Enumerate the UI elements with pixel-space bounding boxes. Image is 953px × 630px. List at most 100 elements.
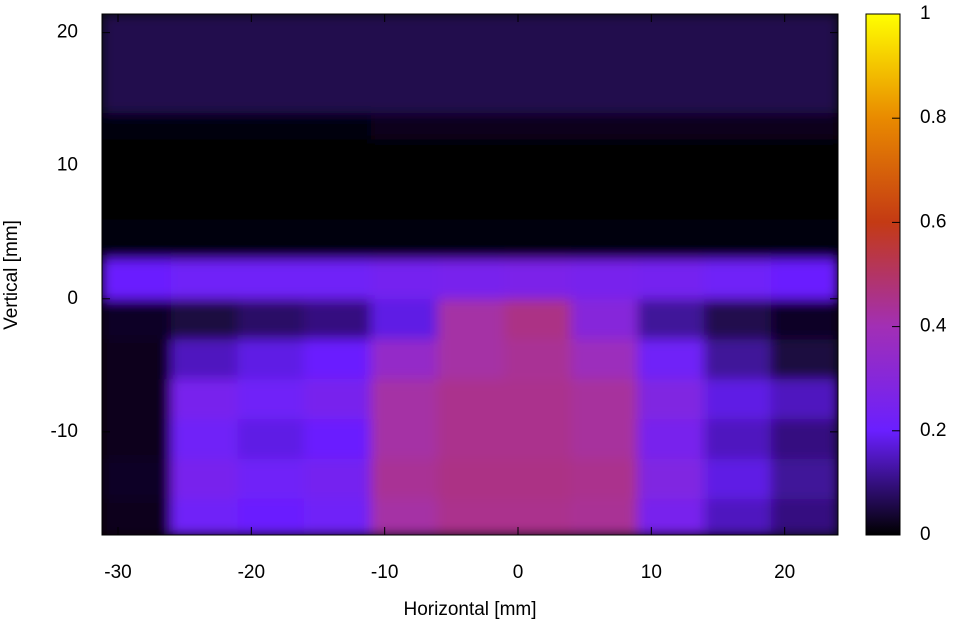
heatmap-cell <box>102 178 172 220</box>
heatmap-cell <box>437 111 506 140</box>
heatmap-cell <box>704 178 772 220</box>
heatmap-cell <box>102 338 172 380</box>
heatmap-cell <box>237 298 306 340</box>
heatmap-cell <box>504 378 572 420</box>
heatmap-cell <box>237 218 306 260</box>
heatmap-cell <box>770 111 838 140</box>
heatmap-cell <box>102 72 172 113</box>
heatmap-cell <box>704 258 772 300</box>
heatmap-cell <box>237 178 306 220</box>
heatmap-cell <box>237 378 306 420</box>
heatmap-cell <box>770 298 838 340</box>
heatmap-cell <box>437 378 506 420</box>
heatmap-cell <box>504 497 572 535</box>
heatmap-cell <box>770 72 838 113</box>
y-tick-label: 20 <box>57 22 78 43</box>
heatmap-cell <box>304 138 372 180</box>
heatmap-cell <box>170 298 239 340</box>
heatmap-cell <box>704 111 772 140</box>
heatmap-cell <box>304 72 372 113</box>
heatmap-cell <box>570 258 639 300</box>
heatmap-cell <box>437 457 506 499</box>
heatmap-cell <box>570 378 639 420</box>
heatmap-cell <box>504 111 572 140</box>
heatmap-cell <box>704 138 772 180</box>
heatmap-cell <box>170 497 239 535</box>
heatmap-cell <box>370 72 439 113</box>
heatmap-cell <box>637 178 706 220</box>
heatmap-cell <box>102 138 172 180</box>
x-tick-label: -30 <box>104 562 131 583</box>
heatmap-cell <box>437 178 506 220</box>
colorbar <box>865 13 901 536</box>
x-tick-label: 20 <box>774 562 795 583</box>
heatmap-cell <box>437 72 506 113</box>
heatmap-cell <box>770 418 838 459</box>
heatmap-cell <box>437 218 506 260</box>
heatmap-cell <box>102 298 172 340</box>
heatmap-cell <box>437 138 506 180</box>
heatmap-cell <box>304 457 372 499</box>
x-tick-label: 0 <box>513 562 524 583</box>
heatmap-cell <box>770 178 838 220</box>
heatmap-cell <box>570 497 639 535</box>
heatmap-cell <box>304 497 372 535</box>
heatmap <box>102 14 838 535</box>
heatmap-cell <box>237 418 306 459</box>
heatmap-cell <box>170 111 239 140</box>
x-tick-label: -20 <box>238 562 265 583</box>
heatmap-cell <box>237 258 306 300</box>
heatmap-cell <box>102 418 172 459</box>
heatmap-cell <box>370 298 439 340</box>
heatmap-cell <box>370 111 439 140</box>
plot-frame <box>101 13 839 536</box>
colorbar-tick-label: 1 <box>920 3 931 24</box>
heatmap-cell <box>237 72 306 113</box>
heatmap-cell <box>304 298 372 340</box>
heatmap-cell <box>437 418 506 459</box>
heatmap-cell <box>704 298 772 340</box>
colorbar-tick-label: 0.6 <box>920 211 946 232</box>
heatmap-cell <box>504 298 572 340</box>
heatmap-cell <box>304 338 372 380</box>
heatmap-cell <box>304 258 372 300</box>
heatmap-cell <box>770 457 838 499</box>
heatmap-cell <box>170 258 239 300</box>
heatmap-cell <box>170 178 239 220</box>
heatmap-cell <box>570 178 639 220</box>
heatmap-cell <box>370 218 439 260</box>
heatmap-cell <box>570 457 639 499</box>
heatmap-cell <box>102 497 172 535</box>
heatmap-cell <box>504 338 572 380</box>
y-tick-label: 10 <box>57 155 78 176</box>
heatmap-cell <box>170 14 239 74</box>
y-tick-label: 0 <box>67 288 78 309</box>
heatmap-cell <box>770 138 838 180</box>
heatmap-cell <box>170 418 239 459</box>
heatmap-cell <box>370 178 439 220</box>
heatmap-cell <box>437 338 506 380</box>
heatmap-cell <box>437 497 506 535</box>
heatmap-cell <box>170 138 239 180</box>
heatmap-cell <box>370 258 439 300</box>
heatmap-cell <box>570 14 639 74</box>
heatmap-cell <box>704 378 772 420</box>
heatmap-cell <box>637 218 706 260</box>
heatmap-cell <box>237 457 306 499</box>
heatmap-cell <box>237 14 306 74</box>
y-axis-label: Vertical [mm] <box>1 220 22 330</box>
heatmap-cell <box>570 72 639 113</box>
heatmap-cell <box>504 138 572 180</box>
heatmap-cell <box>704 338 772 380</box>
x-axis-label: Horizontal [mm] <box>403 599 536 620</box>
heatmap-cell <box>437 258 506 300</box>
heatmap-cell <box>304 111 372 140</box>
heatmap-cell <box>504 72 572 113</box>
heatmap-cell <box>570 338 639 380</box>
x-tick-label: 10 <box>641 562 662 583</box>
heatmap-cell <box>637 418 706 459</box>
heatmap-cell <box>370 338 439 380</box>
heatmap-cell <box>704 418 772 459</box>
heatmap-cell <box>637 138 706 180</box>
heatmap-cell <box>102 111 172 140</box>
